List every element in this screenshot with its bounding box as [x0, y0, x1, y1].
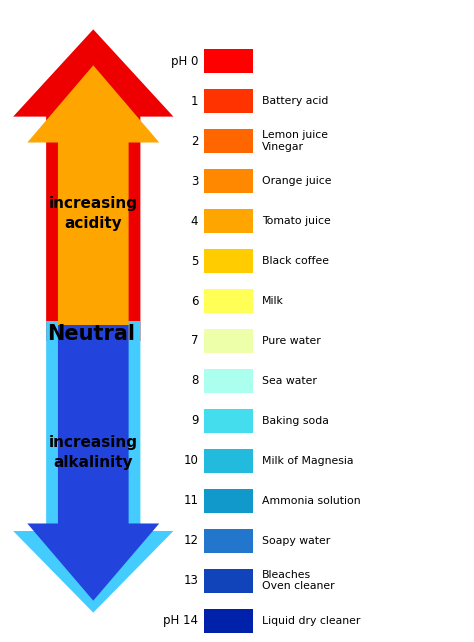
Bar [204, 129, 254, 153]
Text: Sea water: Sea water [262, 376, 317, 386]
Bar [204, 209, 254, 233]
Text: Neutral: Neutral [47, 324, 135, 343]
Text: 10: 10 [183, 455, 198, 467]
Text: 7: 7 [191, 334, 198, 347]
Bar [204, 249, 254, 273]
Text: Orange juice: Orange juice [262, 176, 331, 186]
Bar [204, 329, 254, 353]
Text: Black coffee: Black coffee [262, 256, 329, 266]
Text: 2: 2 [191, 135, 198, 148]
Polygon shape [13, 321, 173, 612]
Text: 8: 8 [191, 374, 198, 387]
Bar [204, 369, 254, 393]
Bar [204, 169, 254, 193]
Text: 6: 6 [191, 295, 198, 308]
Text: Battery acid: Battery acid [262, 96, 328, 107]
Text: Tomato juice: Tomato juice [262, 216, 331, 226]
Text: Liquid dry cleaner: Liquid dry cleaner [262, 616, 360, 626]
Text: 1: 1 [191, 95, 198, 108]
Bar [204, 449, 254, 473]
Text: pH 14: pH 14 [164, 614, 198, 627]
Polygon shape [13, 30, 173, 341]
Text: 5: 5 [191, 255, 198, 268]
Bar [204, 89, 254, 113]
Text: pH 0: pH 0 [171, 55, 198, 68]
Text: increasing
acidity: increasing acidity [49, 196, 138, 230]
Bar [204, 489, 254, 513]
Text: 11: 11 [183, 494, 198, 507]
Bar [204, 289, 254, 313]
Bar [204, 49, 254, 73]
Bar [204, 609, 254, 632]
Text: Ammonia solution: Ammonia solution [262, 496, 361, 506]
Bar [204, 409, 254, 433]
Text: 3: 3 [191, 175, 198, 187]
Text: Milk: Milk [262, 296, 284, 306]
Text: Soapy water: Soapy water [262, 535, 330, 546]
Text: Milk of Magnesia: Milk of Magnesia [262, 456, 354, 466]
Text: 9: 9 [191, 414, 198, 428]
Text: 13: 13 [183, 574, 198, 587]
Text: increasing
alkalinity: increasing alkalinity [49, 435, 138, 470]
Polygon shape [27, 325, 159, 601]
Text: Lemon juice
Vinegar: Lemon juice Vinegar [262, 130, 328, 152]
Polygon shape [27, 65, 159, 341]
Text: Baking soda: Baking soda [262, 416, 329, 426]
Text: Bleaches
Oven cleaner: Bleaches Oven cleaner [262, 570, 335, 591]
Bar [204, 569, 254, 593]
Text: Pure water: Pure water [262, 336, 321, 346]
Text: 4: 4 [191, 214, 198, 228]
Text: 12: 12 [183, 534, 198, 547]
Bar [204, 529, 254, 553]
